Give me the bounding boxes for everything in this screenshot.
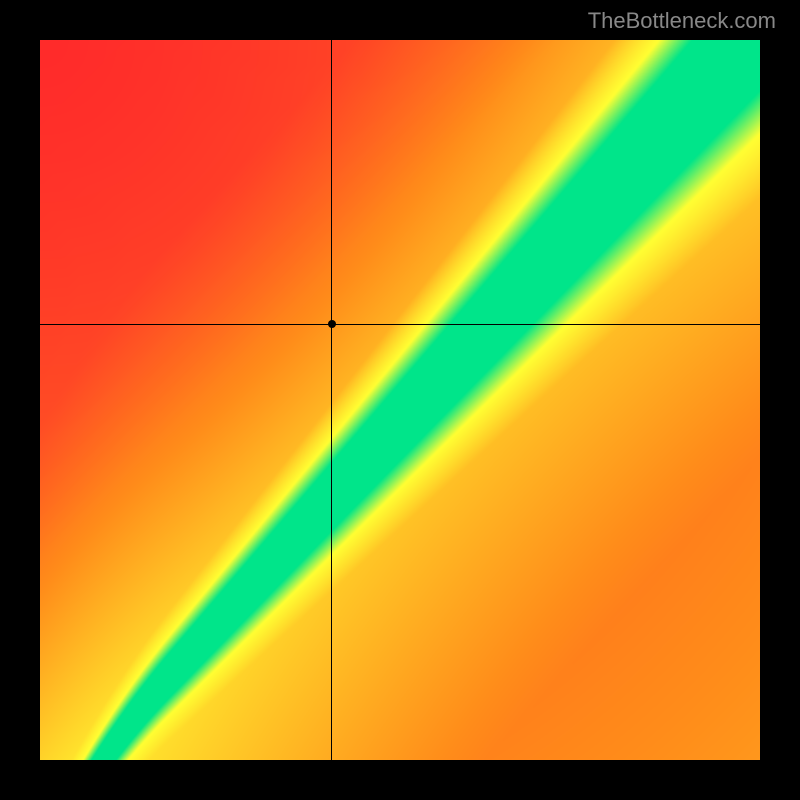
crosshair-horizontal [40, 324, 760, 325]
heatmap-canvas [40, 40, 760, 760]
heatmap-plot [40, 40, 760, 760]
chart-container: TheBottleneck.com [0, 0, 800, 800]
watermark-text: TheBottleneck.com [588, 8, 776, 34]
crosshair-vertical [331, 40, 332, 760]
crosshair-dot [328, 320, 336, 328]
